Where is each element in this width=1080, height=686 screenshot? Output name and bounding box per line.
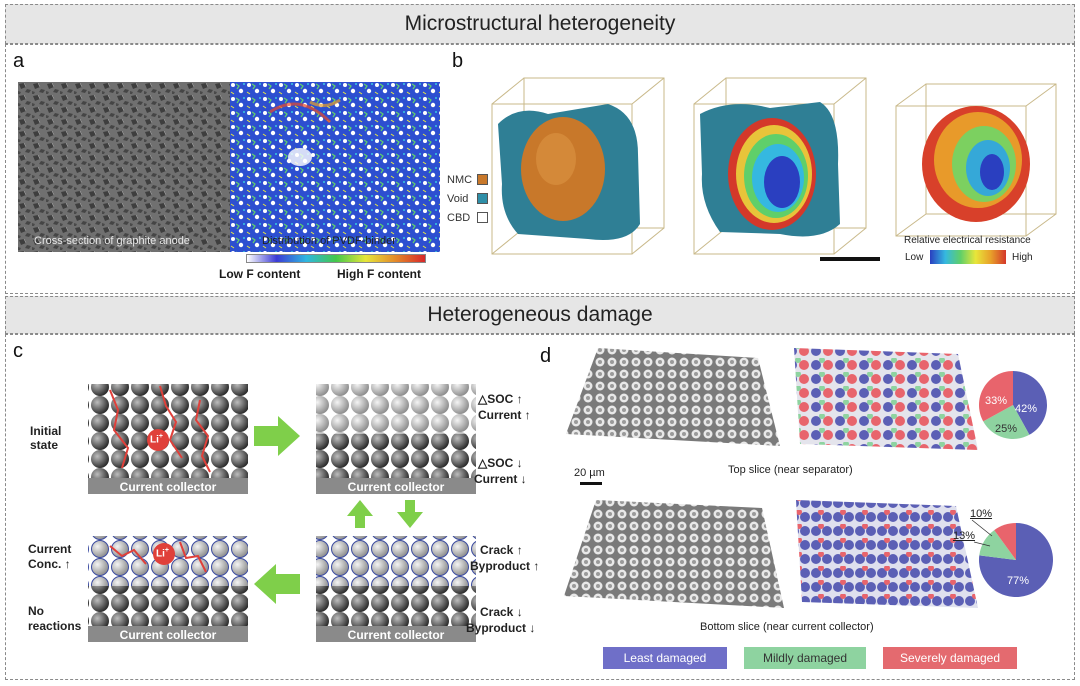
panel-c-letter: c	[13, 340, 23, 362]
panel-c-current-up: Current ↑	[478, 408, 531, 422]
top-section-title: Microstructural heterogeneity	[5, 4, 1075, 44]
panel-b-resistance-colorbar	[930, 250, 1006, 264]
panel-a-left-caption: Cross-section of graphite anode	[34, 235, 190, 247]
panel-a-right-caption: Distribution of PVDF-binder	[262, 235, 396, 247]
legend-mildly-damaged-label: Mildly damaged	[762, 651, 848, 665]
bottom-pie-label-mild: 13%	[953, 530, 976, 542]
bottom-pie-label-severe: 10%	[970, 508, 993, 520]
current-collector-label-3: Current collector	[347, 628, 445, 642]
top-section-title-text: Microstructural heterogeneity	[404, 12, 676, 35]
panel-a-binder-map	[230, 82, 440, 252]
panel-c-li-top: Li+	[150, 433, 163, 445]
panel-c-dsoc-up: △SOC ↑	[478, 392, 523, 406]
pie-slice-2	[994, 523, 1016, 560]
panel-c-current-conc: Current Conc. ↑	[28, 542, 72, 571]
panel-d-letter: d	[540, 345, 552, 367]
panel-d-bottom-pie: 77%	[979, 523, 1053, 597]
legend-item-void: Void	[447, 189, 488, 208]
bottom-section-title-text: Heterogeneous damage	[427, 303, 653, 326]
li-sup: +	[158, 433, 163, 440]
panel-b-nmc-particle-3d	[491, 77, 665, 255]
top-pie-label-severe: 33%	[985, 395, 1007, 407]
legend-label-void: Void	[447, 192, 469, 205]
pie-slice-2	[979, 371, 1013, 422]
bottom-pie-leader-lines	[971, 519, 993, 547]
pie-slice-0	[1013, 371, 1047, 435]
panel-b-letter: b	[452, 50, 464, 72]
panel-a-sem-image	[18, 82, 230, 252]
panel-b-resistance-low: Low	[905, 252, 924, 263]
bottom-pie-label-least: 77%	[1007, 575, 1029, 587]
panel-c-dsoc-down: △SOC ↓	[478, 456, 523, 470]
legend-label-nmc: NMC	[447, 173, 473, 186]
panel-c-li-bottom: Li+	[156, 547, 169, 559]
top-pie-label-least: 42%	[1015, 403, 1037, 415]
panel-d-legend: Least damaged Mildly damaged Severely da…	[603, 647, 1017, 669]
current-collector-label-4: Current collector	[119, 628, 217, 642]
panel-d-bottom-caption: Bottom slice (near current collector)	[700, 621, 874, 633]
top-pie-label-mild: 25%	[995, 423, 1017, 435]
legend-mildly-damaged: Mildly damaged	[744, 647, 866, 669]
li-text-2: Li	[156, 548, 165, 560]
panel-a-letter: a	[13, 50, 25, 72]
panel-a-scale-high: High F content	[337, 267, 421, 281]
panel-c-schematic	[88, 384, 476, 642]
current-collector-label-1: Current collector	[119, 480, 217, 494]
legend-severely-damaged: Severely damaged	[883, 647, 1017, 669]
panel-b-resistance-title: Relative electrical resistance	[904, 235, 1031, 246]
bottom-section-frame	[5, 334, 1075, 680]
panel-b-scale-bar	[820, 257, 880, 261]
legend-label-cbd: CBD	[447, 211, 471, 224]
panel-b-resistance-cross-section-3d	[693, 77, 867, 255]
panel-b-resistance-particle-3d	[895, 83, 1057, 237]
panel-c-crack-down: Crack ↓	[480, 605, 523, 619]
panel-b-legend: NMC Void CBD	[447, 170, 488, 227]
panel-d-bottom-slice-colored	[796, 500, 978, 608]
legend-severely-damaged-label: Severely damaged	[899, 651, 1001, 665]
panel-d-scale-bar-line	[580, 482, 602, 485]
bottom-section-title: Heterogeneous damage	[5, 296, 1075, 334]
legend-least-damaged: Least damaged	[603, 647, 727, 669]
pie-slice-1	[983, 405, 1030, 439]
panel-d-scale-bar-label: 20 µm	[574, 467, 605, 479]
panel-d-top-caption: Top slice (near separator)	[728, 464, 853, 476]
panel-c-crack-up: Crack ↑	[480, 543, 523, 557]
panel-c-byproduct-up: Byproduct ↑	[470, 559, 540, 573]
panel-d-bottom-slice-grayscale	[564, 500, 784, 608]
panel-d-top-slice-grayscale	[566, 348, 780, 446]
panel-d-top-slice-colored	[794, 348, 978, 450]
legend-swatch-cbd	[477, 212, 488, 223]
li-sup-2: +	[164, 547, 169, 554]
li-text: Li	[150, 434, 159, 446]
legend-item-cbd: CBD	[447, 208, 488, 227]
current-collector-label-2: Current collector	[347, 480, 445, 494]
legend-item-nmc: NMC	[447, 170, 488, 189]
pie-slice-1	[979, 530, 1016, 560]
panel-d-top-pie: 42% 25% 33%	[979, 371, 1047, 439]
panel-c-byproduct-down: Byproduct ↓	[466, 621, 536, 635]
top-section-frame	[5, 44, 1075, 294]
panel-b-resistance-high: High	[1012, 252, 1033, 263]
panel-c-current-down: Current ↓	[474, 472, 527, 486]
legend-swatch-void	[477, 193, 488, 204]
panel-a-colorbar	[246, 254, 426, 263]
panel-c-initial-state: Initial state	[30, 424, 62, 452]
legend-least-damaged-label: Least damaged	[623, 651, 707, 665]
panel-c-no-reactions: No reactions	[28, 604, 82, 633]
legend-swatch-nmc	[477, 174, 488, 185]
panel-a-scale-low: Low F content	[219, 267, 301, 281]
